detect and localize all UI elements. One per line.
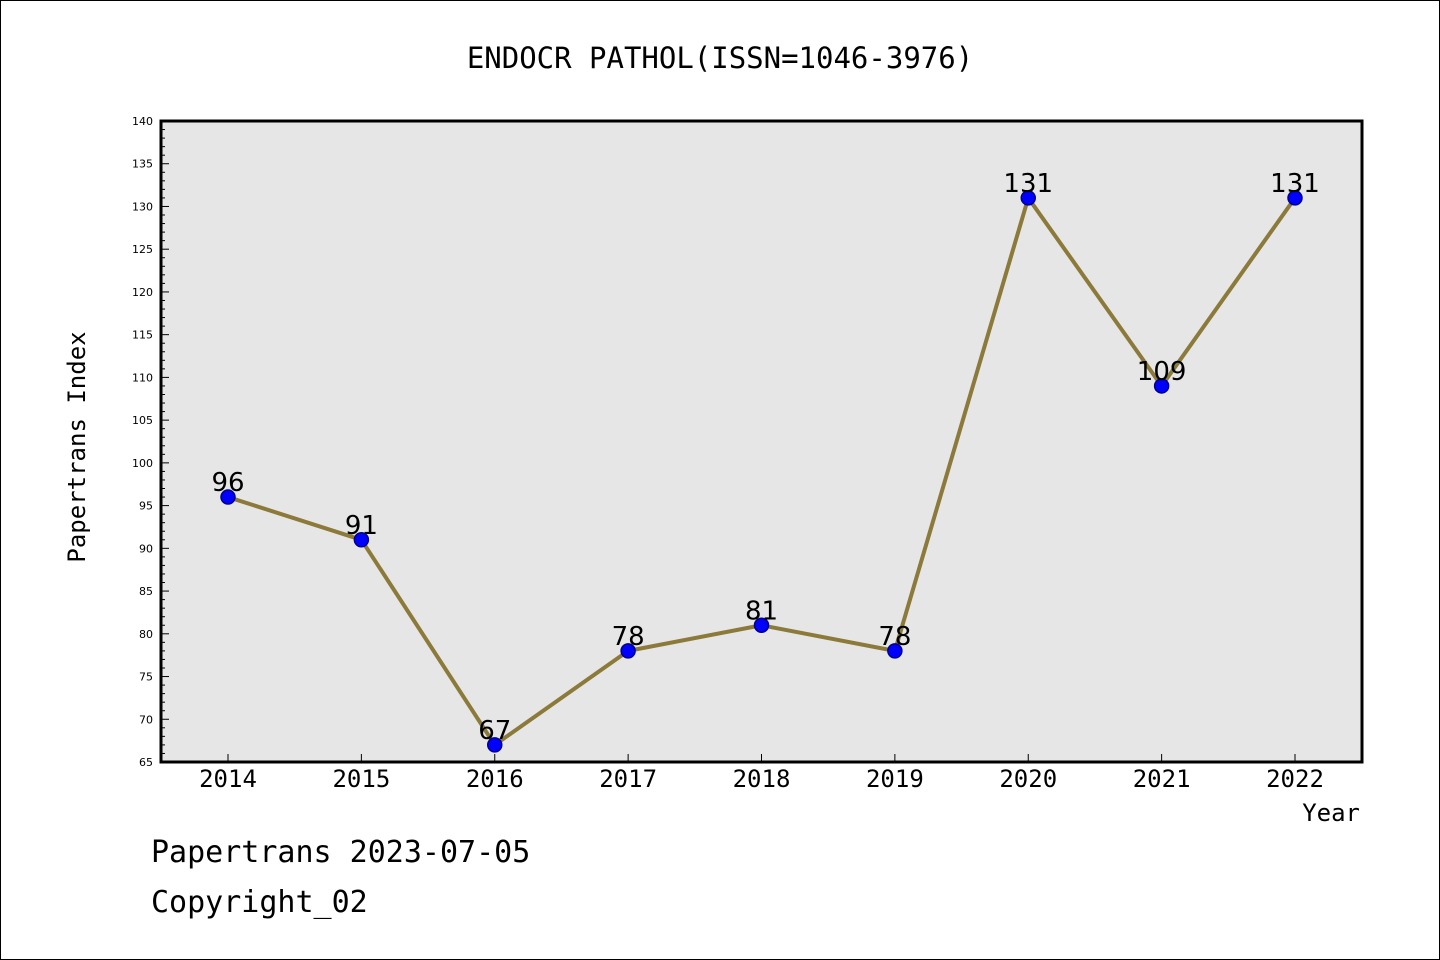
data-label: 96 [211, 468, 244, 498]
data-point [220, 489, 236, 505]
y-tick-label: 65 [139, 756, 153, 769]
data-point [487, 737, 503, 753]
data-label: 78 [878, 622, 911, 652]
data-point [1287, 190, 1303, 206]
data-point [353, 532, 370, 548]
data-label: 109 [1137, 357, 1187, 387]
data-point [753, 617, 770, 634]
y-tick-label: 115 [132, 329, 153, 342]
x-axis-label: Year [1302, 799, 1360, 827]
data-label: 67 [478, 716, 511, 746]
data-point [1020, 190, 1036, 206]
y-axis: 65 70 75 80 85 90 95 100 105 110 115 120 125 130 135 14… [132, 115, 169, 769]
x-tick-label: 2018 [733, 765, 791, 793]
x-tick-label: 2021 [1133, 765, 1191, 793]
x-tick-label: 2020 [999, 765, 1057, 793]
series-layer: 96 91 67 78 81 78 131 109 131 [211, 169, 1320, 753]
y-tick-label: 125 [132, 243, 153, 256]
y-tick-label: 135 [132, 158, 153, 171]
x-tick-label: 2016 [466, 765, 524, 793]
x-tick-label: 2014 [199, 765, 257, 793]
y-tick-label: 90 [139, 542, 153, 555]
y-tick-label: 120 [132, 286, 153, 299]
y-tick-label: 140 [132, 115, 153, 128]
plot-area [159, 119, 1364, 764]
data-label: 78 [612, 622, 645, 652]
y-tick-label: 110 [132, 371, 153, 384]
chart-title: ENDOCR PATHOL(ISSN=1046-3976) [467, 41, 973, 75]
x-axis: 2014 2015 2016 2017 2018 2019 2020 2021 2022 [199, 754, 1324, 793]
data-label: 91 [345, 511, 378, 541]
y-tick-label: 105 [132, 414, 153, 427]
footer-date-line: Papertrans 2023-07-05 [151, 835, 531, 870]
y-axis-label: Papertrans Index [63, 331, 91, 562]
y-tick-label: 85 [139, 585, 153, 598]
data-label: 131 [1270, 169, 1320, 199]
y-tick-label: 95 [139, 500, 153, 513]
y-tick-label: 75 [139, 671, 153, 684]
x-tick-label: 2022 [1266, 765, 1324, 793]
y-tick-label: 80 [139, 628, 153, 641]
x-tick-label: 2017 [599, 765, 657, 793]
data-label: 131 [1003, 169, 1053, 199]
x-tick-label: 2019 [866, 765, 924, 793]
y-tick-label: 70 [139, 713, 153, 726]
data-point [1153, 378, 1170, 394]
data-point [887, 643, 903, 659]
data-label: 81 [745, 596, 778, 626]
y-tick-label: 130 [132, 200, 153, 213]
footer-copyright: Copyright_02 [151, 885, 368, 920]
data-point [620, 643, 636, 659]
y-tick-label: 100 [132, 457, 153, 470]
x-tick-label: 2015 [332, 765, 390, 793]
